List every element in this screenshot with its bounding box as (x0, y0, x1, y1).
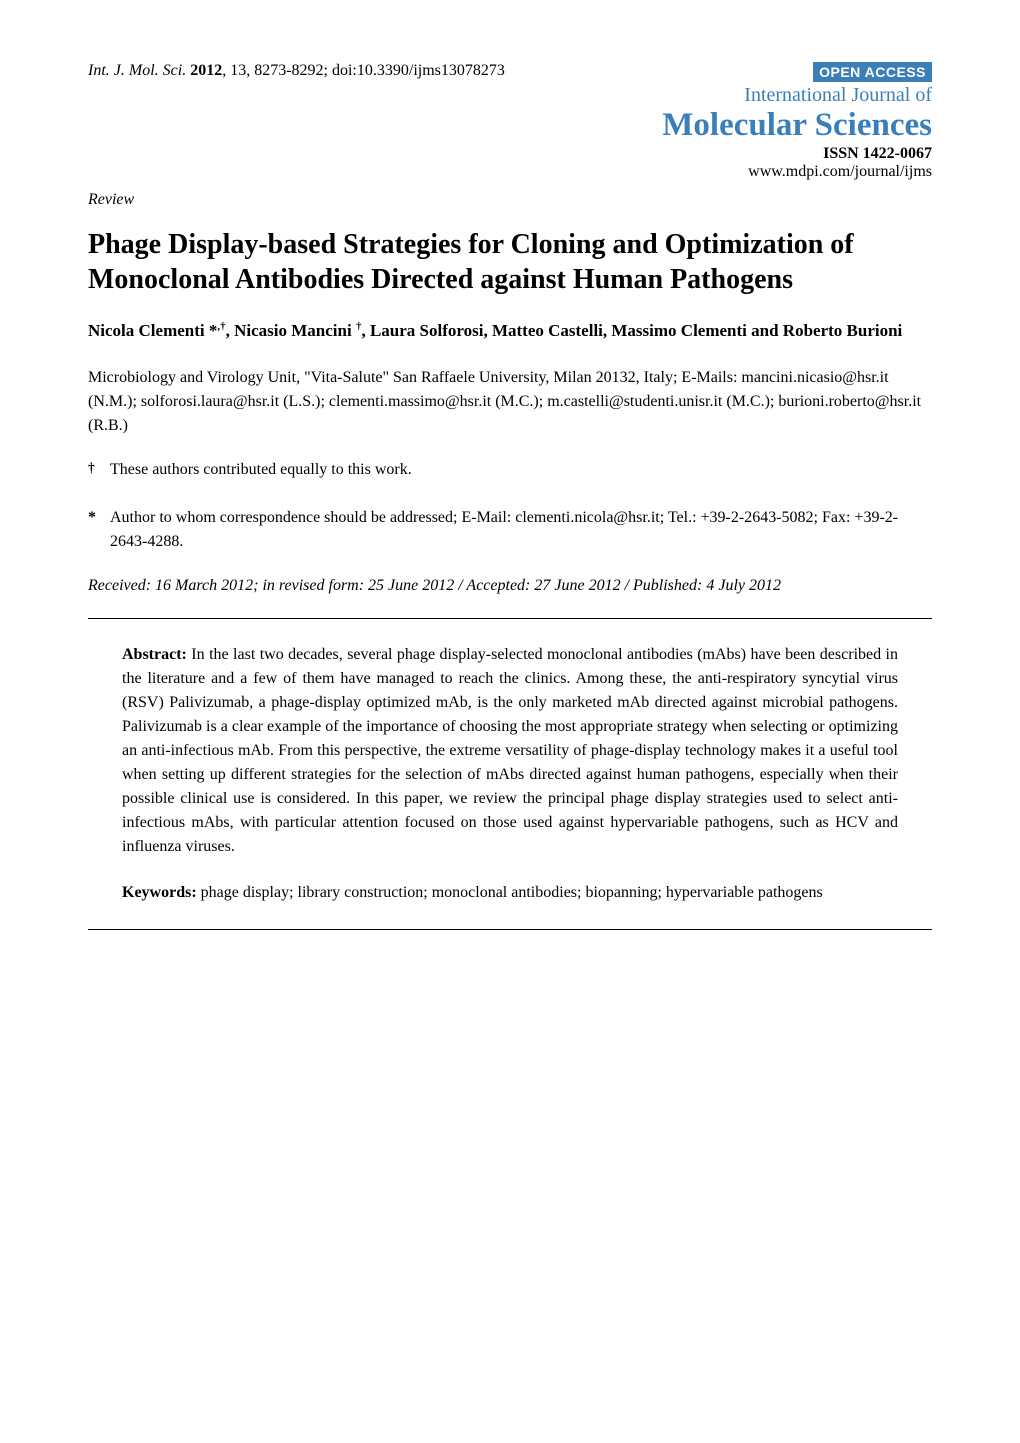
journal-issn: ISSN 1422-0067 (88, 145, 932, 163)
citation-journal: Int. J. Mol. Sci. (88, 62, 186, 79)
footnote-equal-contrib: † These authors contributed equally to t… (88, 458, 932, 486)
citation: Int. J. Mol. Sci. 2012, 13, 8273-8292; d… (88, 62, 505, 80)
open-access-badge: OPEN ACCESS (813, 62, 932, 82)
separator-rule-top (88, 618, 932, 619)
journal-title: Molecular Sciences (88, 107, 932, 143)
separator-rule-bottom (88, 929, 932, 930)
abstract-text: In the last two decades, several phage d… (122, 646, 898, 855)
article-title: Phage Display-based Strategies for Cloni… (88, 227, 932, 297)
keywords-label: Keywords: (122, 884, 197, 901)
journal-url: www.mdpi.com/journal/ijms (88, 163, 932, 181)
article-dates: Received: 16 March 2012; in revised form… (88, 574, 932, 598)
footnote-marker-dagger: † (88, 458, 110, 486)
footnote-corr-text: Author to whom correspondence should be … (110, 506, 932, 554)
footnote-equal-text: These authors contributed equally to thi… (110, 458, 412, 486)
keywords: Keywords: phage display; library constru… (88, 881, 932, 905)
abstract: Abstract: In the last two decades, sever… (88, 643, 932, 859)
author-list: Nicola Clementi *,†, Nicasio Mancini †, … (88, 319, 932, 344)
keywords-text: phage display; library construction; mon… (197, 884, 823, 901)
header-row: Int. J. Mol. Sci. 2012, 13, 8273-8292; d… (88, 62, 932, 82)
journal-masthead: International Journal of Molecular Scien… (88, 84, 932, 181)
article-type: Review (88, 191, 932, 209)
citation-rest: , 13, 8273-8292; doi:10.3390/ijms1307827… (222, 62, 505, 79)
citation-year: 2012 (190, 62, 222, 79)
affiliation: Microbiology and Virology Unit, "Vita-Sa… (88, 366, 932, 438)
abstract-label: Abstract: (122, 646, 187, 663)
footnote-marker-asterisk: * (88, 506, 110, 554)
footnote-correspondence: * Author to whom correspondence should b… (88, 506, 932, 554)
journal-supertitle: International Journal of (88, 84, 932, 107)
